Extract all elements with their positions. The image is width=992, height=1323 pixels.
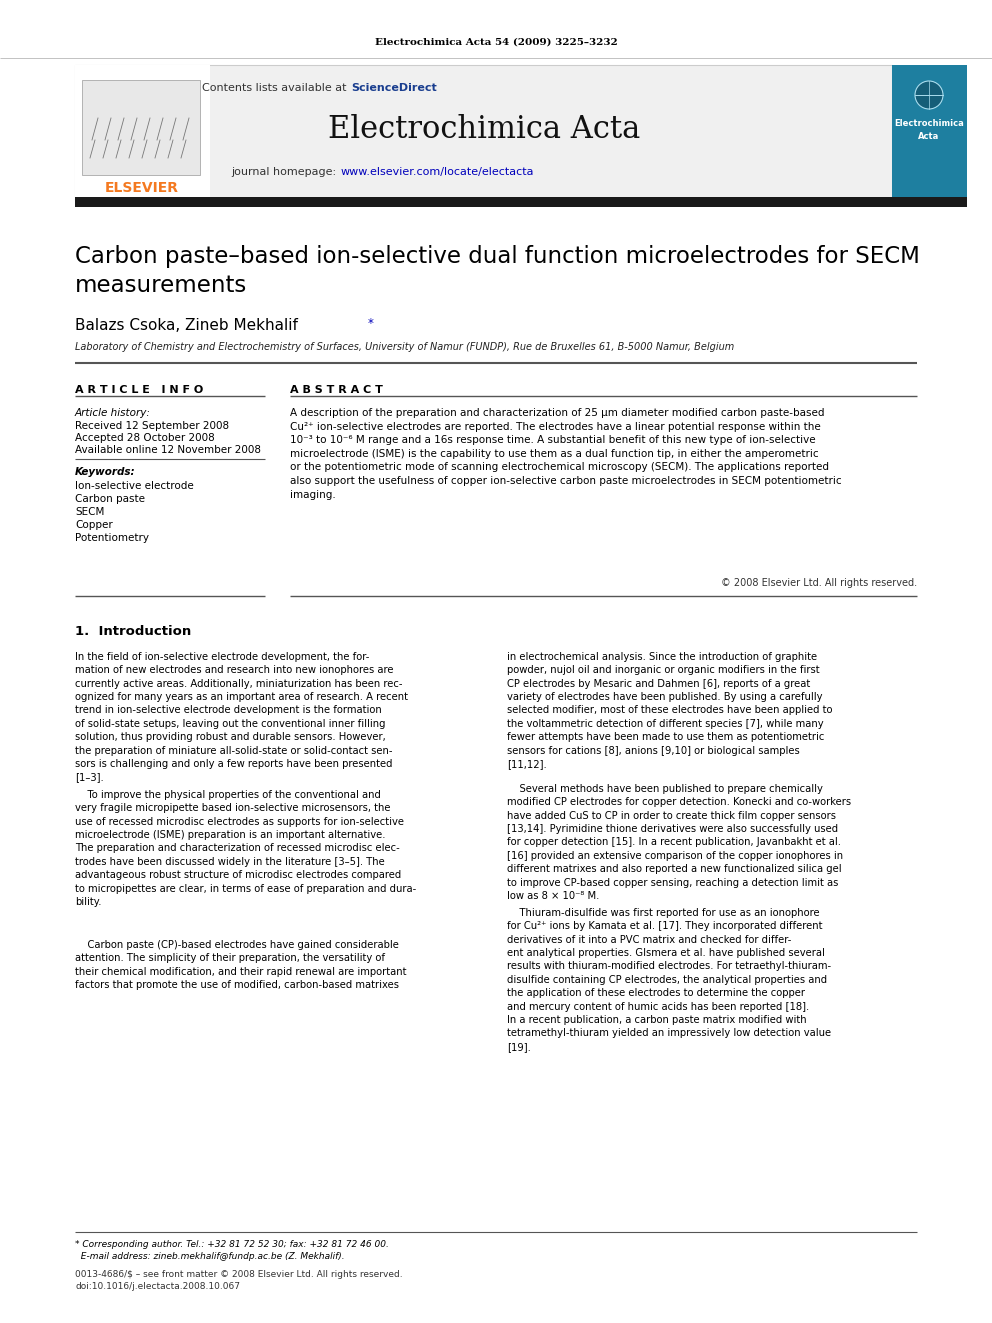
Text: * Corresponding author. Tel.: +32 81 72 52 30; fax: +32 81 72 46 00.: * Corresponding author. Tel.: +32 81 72 …: [75, 1240, 389, 1249]
Text: Copper: Copper: [75, 520, 113, 531]
Text: To improve the physical properties of the conventional and
very fragile micropip: To improve the physical properties of th…: [75, 790, 417, 906]
Text: in electrochemical analysis. Since the introduction of graphite
powder, nujol oi: in electrochemical analysis. Since the i…: [507, 652, 832, 769]
Circle shape: [915, 81, 943, 108]
Text: Electrochimica Acta 54 (2009) 3225–3232: Electrochimica Acta 54 (2009) 3225–3232: [375, 37, 617, 46]
Bar: [75, 65, 210, 200]
Text: In the field of ion-selective electrode development, the for-
mation of new elec: In the field of ion-selective electrode …: [75, 652, 408, 782]
Text: Keywords:: Keywords:: [75, 467, 136, 478]
Text: A description of the preparation and characterization of 25 μm diameter modified: A description of the preparation and cha…: [290, 407, 841, 500]
Text: Carbon paste (CP)-based electrodes have gained considerable
attention. The simpl: Carbon paste (CP)-based electrodes have …: [75, 941, 407, 990]
Bar: [75, 197, 967, 206]
Text: Received 12 September 2008: Received 12 September 2008: [75, 421, 229, 431]
Text: Thiuram-disulfide was first reported for use as an ionophore
for Cu²⁺ ions by Ka: Thiuram-disulfide was first reported for…: [507, 908, 831, 1052]
Text: ScienceDirect: ScienceDirect: [351, 83, 436, 93]
Text: Available online 12 November 2008: Available online 12 November 2008: [75, 445, 261, 455]
Text: doi:10.1016/j.electacta.2008.10.067: doi:10.1016/j.electacta.2008.10.067: [75, 1282, 240, 1291]
Text: Several methods have been published to prepare chemically
modified CP electrodes: Several methods have been published to p…: [507, 785, 851, 901]
Text: *: *: [368, 318, 374, 329]
Text: A R T I C L E   I N F O: A R T I C L E I N F O: [75, 385, 203, 396]
Text: ELSEVIER: ELSEVIER: [105, 181, 179, 194]
Text: 1.  Introduction: 1. Introduction: [75, 624, 191, 638]
Bar: [892, 65, 967, 200]
Bar: [82, 79, 200, 175]
Text: Electrochimica
Acta: Electrochimica Acta: [894, 119, 964, 140]
Text: Potentiometry: Potentiometry: [75, 533, 149, 542]
Text: Article history:: Article history:: [75, 407, 151, 418]
Text: Laboratory of Chemistry and Electrochemistry of Surfaces, University of Namur (F: Laboratory of Chemistry and Electrochemi…: [75, 343, 734, 352]
Text: Ion-selective electrode: Ion-selective electrode: [75, 482, 193, 491]
Text: © 2008 Elsevier Ltd. All rights reserved.: © 2008 Elsevier Ltd. All rights reserved…: [721, 578, 917, 587]
Text: Carbon paste: Carbon paste: [75, 493, 145, 504]
Text: 0013-4686/$ – see front matter © 2008 Elsevier Ltd. All rights reserved.: 0013-4686/$ – see front matter © 2008 El…: [75, 1270, 403, 1279]
Text: Balazs Csoka, Zineb Mekhalif: Balazs Csoka, Zineb Mekhalif: [75, 318, 298, 333]
Text: www.elsevier.com/locate/electacta: www.elsevier.com/locate/electacta: [341, 167, 535, 177]
Bar: [75, 65, 892, 200]
Text: Electrochimica Acta: Electrochimica Acta: [328, 115, 640, 146]
Text: Carbon paste–based ion-selective dual function microelectrodes for SECM
measurem: Carbon paste–based ion-selective dual fu…: [75, 245, 920, 298]
Text: A B S T R A C T: A B S T R A C T: [290, 385, 383, 396]
Text: Contents lists available at: Contents lists available at: [202, 83, 350, 93]
Text: journal homepage:: journal homepage:: [231, 167, 340, 177]
Text: Accepted 28 October 2008: Accepted 28 October 2008: [75, 433, 214, 443]
Text: SECM: SECM: [75, 507, 104, 517]
Text: E-mail address: zineb.mekhalif@fundp.ac.be (Z. Mekhalif).: E-mail address: zineb.mekhalif@fundp.ac.…: [75, 1252, 344, 1261]
